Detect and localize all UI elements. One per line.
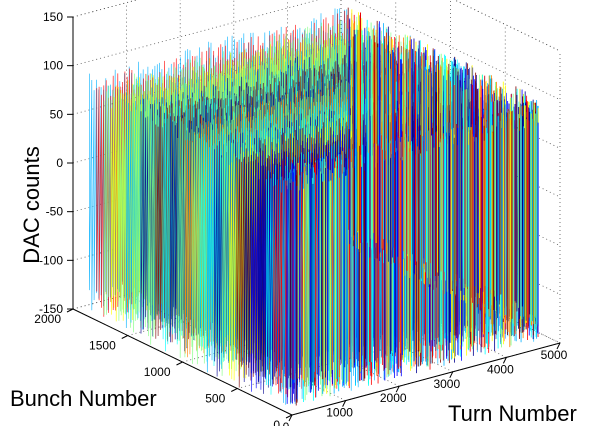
z-tick-label: -150 bbox=[39, 302, 63, 316]
z-tick-label: 0 bbox=[56, 156, 63, 170]
y-tick bbox=[285, 414, 293, 419]
x-tick-label: 4000 bbox=[487, 362, 514, 376]
x-tick-label: 1000 bbox=[326, 406, 353, 420]
tick-labels: 0100020003000400050000500100015002000150… bbox=[34, 10, 567, 426]
z-tick-label: 50 bbox=[50, 107, 64, 121]
z-tick-label: -50 bbox=[46, 205, 64, 219]
x-tick-label: 3000 bbox=[433, 377, 460, 391]
y-tick bbox=[121, 335, 128, 339]
y-tick-label: 500 bbox=[205, 392, 225, 406]
x-tick bbox=[502, 357, 507, 364]
x-tick-label: 5000 bbox=[541, 348, 568, 362]
z-tick-label: 150 bbox=[43, 10, 63, 24]
tick-marks bbox=[66, 16, 561, 422]
x-axis-line bbox=[291, 342, 561, 416]
y-tick-label: 0 bbox=[273, 418, 280, 426]
y-tick bbox=[176, 361, 183, 366]
z-axis-label: DAC counts bbox=[19, 146, 44, 263]
grid-line bbox=[72, 0, 138, 18]
y-tick-label: 1000 bbox=[144, 365, 171, 379]
x-tick bbox=[342, 400, 347, 407]
y-tick-label: 1500 bbox=[89, 339, 116, 353]
x-tick bbox=[556, 342, 561, 350]
x-tick bbox=[395, 385, 400, 393]
z-tick-label: 100 bbox=[43, 59, 63, 73]
y-tick-label: 2000 bbox=[34, 312, 61, 326]
grid-line bbox=[353, 0, 561, 101]
x-axis-label: Turn Number bbox=[448, 401, 577, 426]
x-tick-label: 0 bbox=[283, 420, 290, 426]
x-tick bbox=[449, 371, 454, 379]
surface-lines bbox=[89, 7, 539, 406]
y-axis-label: Bunch Number bbox=[10, 386, 157, 411]
x-tick-label: 2000 bbox=[380, 391, 407, 405]
z-tick-label: -100 bbox=[39, 253, 63, 267]
y-tick bbox=[231, 388, 238, 392]
box-edge bbox=[72, 0, 138, 18]
x-tick bbox=[288, 414, 293, 422]
